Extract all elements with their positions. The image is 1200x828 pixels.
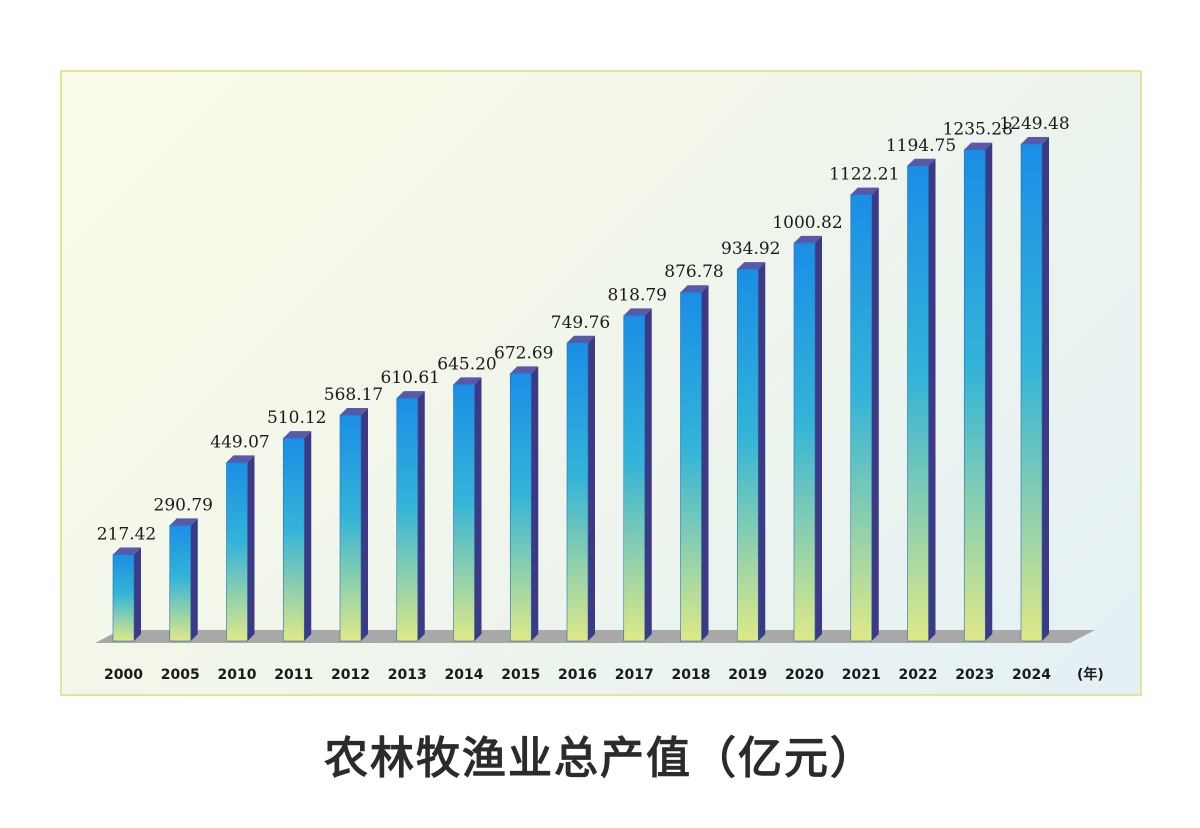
- x-tick-2014: 2014: [445, 667, 484, 683]
- bar-top-2014: [453, 377, 482, 385]
- value-label-2022: 1194.75: [886, 136, 956, 156]
- bar-2000: [112, 554, 135, 642]
- x-tick-2016: 2016: [558, 667, 597, 683]
- x-tick-2010: 2010: [218, 667, 257, 683]
- bar-top-2017: [623, 308, 652, 316]
- value-label-2024: 1249.48: [999, 114, 1069, 134]
- bar-side-2000: [134, 547, 141, 641]
- bar-side-2020: [815, 235, 822, 641]
- bar-top-2019: [737, 262, 766, 270]
- bar-2021: [850, 194, 873, 642]
- value-label-2011: 510.12: [267, 408, 326, 428]
- bar-2017: [623, 315, 646, 642]
- value-label-2000: 217.42: [97, 525, 156, 545]
- chart-title: 农林牧渔业总产值（亿元）: [324, 733, 876, 784]
- value-label-2023: 1235.28: [943, 120, 1013, 140]
- bar-side-2018: [701, 285, 709, 641]
- bar-top-2018: [680, 285, 709, 293]
- bar-top-2000: [113, 547, 141, 555]
- bar-2023: [963, 149, 986, 642]
- bar-side-2013: [417, 391, 425, 641]
- bar-side-2024: [1042, 137, 1049, 641]
- value-label-2014: 645.20: [437, 354, 496, 374]
- bar-2011: [282, 437, 305, 642]
- value-label-2018: 876.78: [664, 262, 723, 282]
- x-tick-2020: 2020: [785, 667, 824, 683]
- x-tick-2015: 2015: [501, 667, 540, 683]
- bar-top-2013: [396, 391, 425, 399]
- x-tick-2011: 2011: [274, 667, 313, 683]
- bar-top-2012: [340, 408, 368, 416]
- x-tick-2005: 2005: [161, 667, 200, 683]
- bar-side-2023: [985, 142, 993, 642]
- bar-2024: [1020, 143, 1043, 642]
- bar-2005: [169, 525, 192, 642]
- value-label-2021: 1122.21: [829, 165, 899, 185]
- bar-side-2014: [474, 377, 482, 641]
- bar-top-2021: [850, 187, 879, 195]
- ticks-layer: 2000 2005 2010 2011 2012 2013 2014 2015 2016 2017…: [104, 667, 1051, 683]
- bar-side-2015: [531, 366, 539, 641]
- x-tick-2023: 2023: [955, 667, 994, 683]
- x-tick-2021: 2021: [842, 667, 881, 683]
- bar-top-2020: [794, 235, 822, 243]
- bar-side-2012: [361, 408, 368, 641]
- bar-side-2016: [588, 335, 595, 641]
- value-label-2010: 449.07: [210, 432, 269, 452]
- bar-2020: [793, 242, 816, 642]
- x-tick-2013: 2013: [388, 667, 427, 683]
- bar-top-2015: [510, 366, 539, 374]
- bar-side-2005: [190, 518, 198, 641]
- x-tick-2017: 2017: [615, 667, 654, 683]
- x-tick-2000: 2000: [104, 667, 143, 683]
- bar-top-2005: [169, 518, 198, 526]
- bar-top-2010: [226, 455, 255, 463]
- bar-2010: [226, 462, 248, 642]
- bar-top-2011: [283, 431, 312, 439]
- bar-side-2017: [644, 308, 652, 641]
- x-axis-unit-label: (年): [1077, 666, 1104, 683]
- x-tick-2018: 2018: [672, 667, 711, 683]
- bar-side-2021: [871, 187, 879, 642]
- bar-side-2010: [247, 455, 255, 641]
- bar-2013: [396, 397, 419, 642]
- bar-2016: [566, 342, 589, 642]
- bars-layer: [112, 137, 1049, 642]
- bar-top-2016: [567, 335, 595, 343]
- x-tick-2022: 2022: [899, 667, 938, 683]
- bar-top-2023: [964, 142, 993, 150]
- bar-2019: [736, 268, 759, 642]
- bar-top-2024: [1021, 137, 1049, 144]
- value-label-2019: 934.92: [721, 239, 780, 259]
- value-label-2005: 290.79: [154, 495, 213, 515]
- bar-2015: [509, 373, 532, 642]
- bar-2012: [339, 414, 362, 642]
- bar-2018: [680, 291, 702, 642]
- x-tick-2019: 2019: [728, 667, 767, 683]
- bar-2022: [907, 165, 929, 642]
- value-label-2012: 568.17: [324, 385, 383, 405]
- bar-side-2011: [304, 431, 312, 641]
- labels-layer: 217.42 290.79 449.07 510.12 568.17610.61645.…: [97, 114, 1070, 545]
- bar-top-2022: [907, 158, 936, 166]
- value-label-2020: 1000.82: [772, 213, 842, 233]
- bar-2014: [453, 384, 475, 642]
- value-label-2013: 610.61: [381, 368, 440, 388]
- bar-side-2022: [928, 158, 936, 641]
- value-label-2016: 749.76: [551, 313, 610, 333]
- x-tick-2024: 2024: [1012, 667, 1051, 683]
- value-label-2015: 672.69: [494, 343, 553, 363]
- x-tick-2012: 2012: [331, 667, 370, 683]
- bar-side-2019: [758, 262, 766, 641]
- value-label-2017: 818.79: [608, 285, 667, 305]
